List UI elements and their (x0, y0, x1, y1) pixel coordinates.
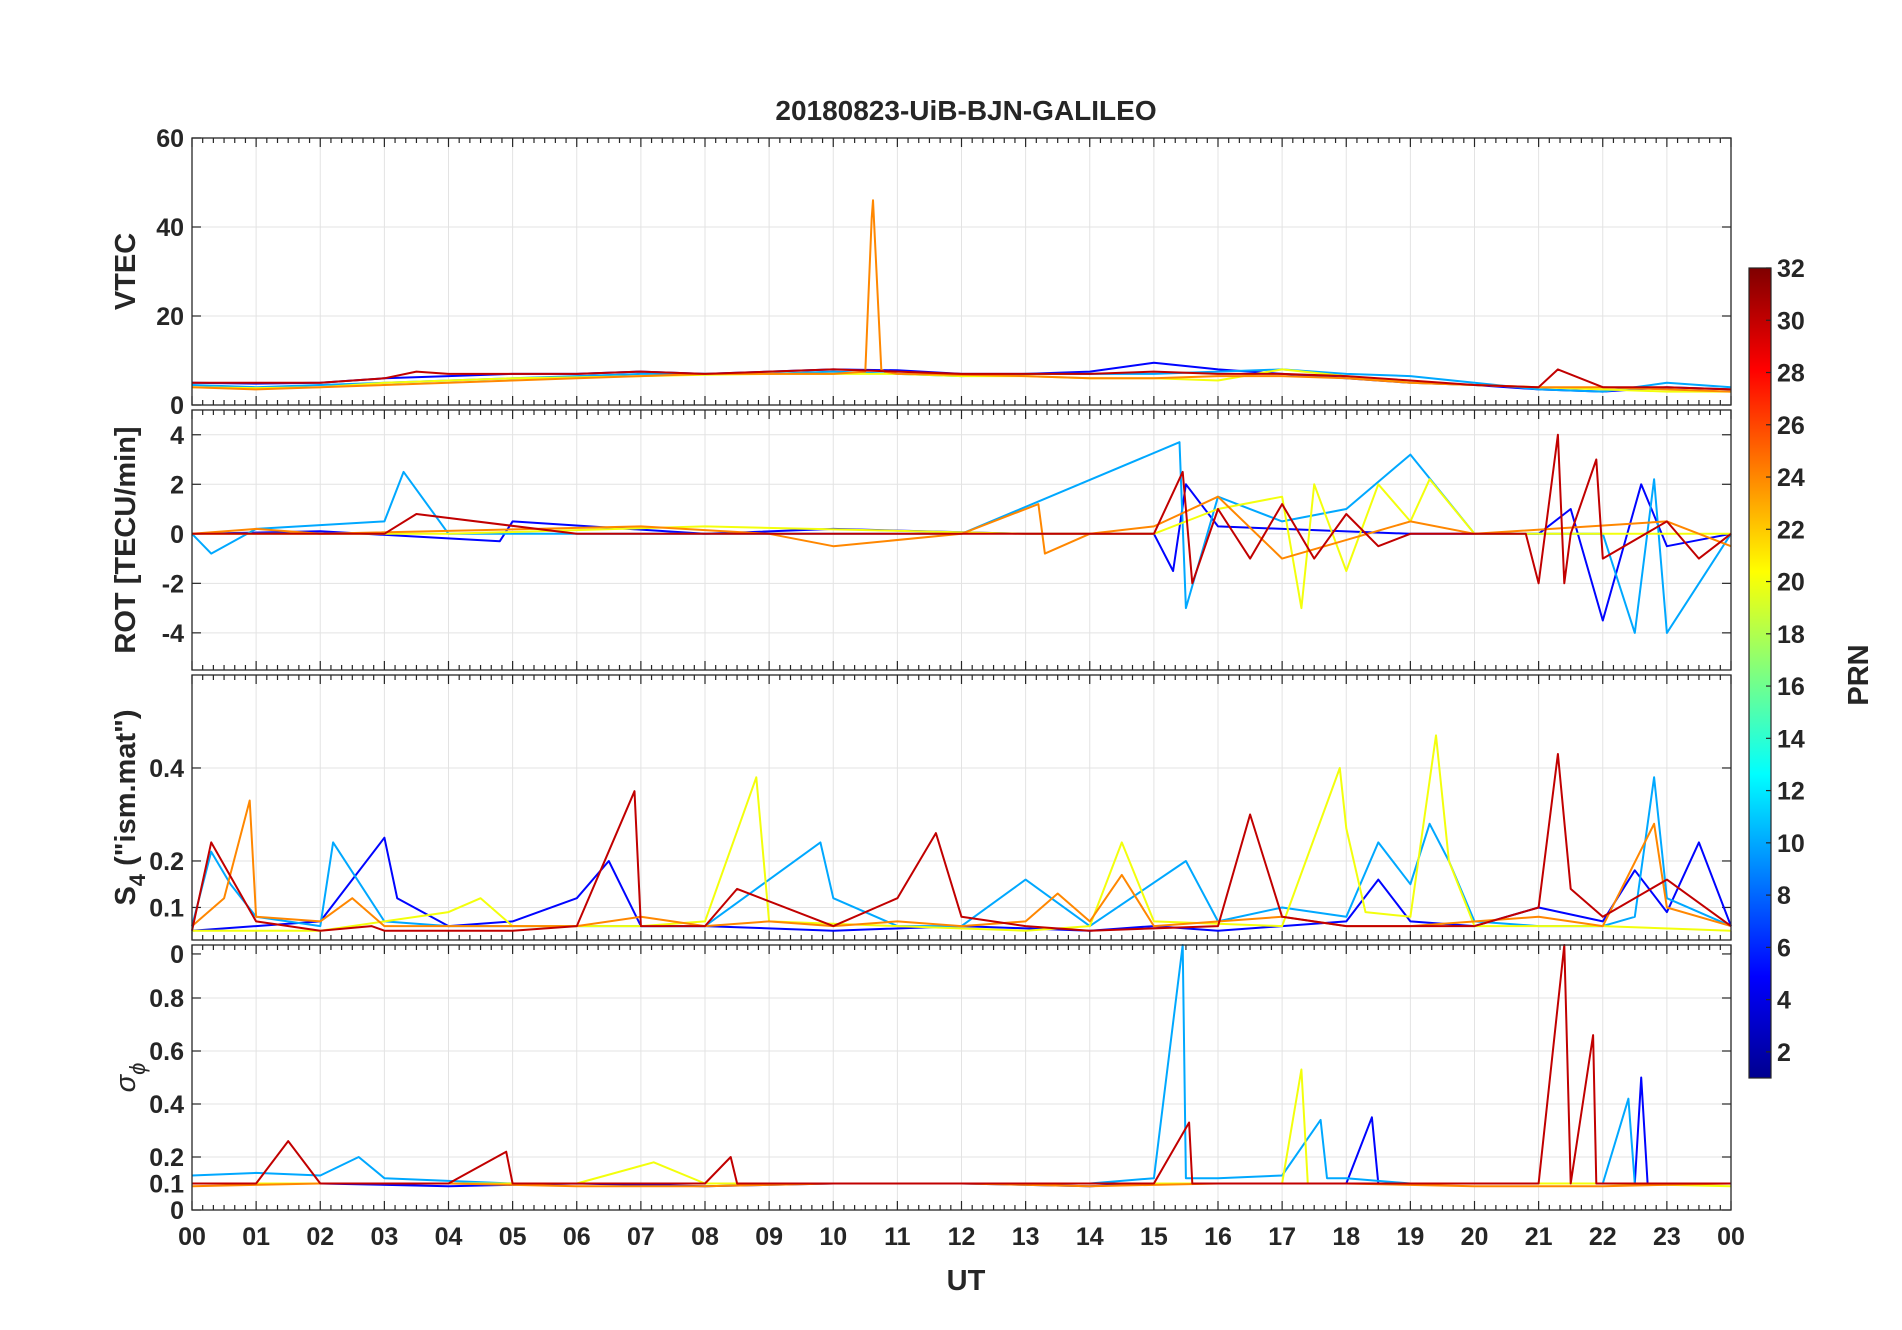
x-tick-label: 07 (627, 1223, 655, 1251)
x-tick-label: 09 (755, 1223, 783, 1251)
prn-series-line (191, 753, 1732, 932)
panel-frame (191, 409, 1732, 671)
y-tick-label: 40 (156, 214, 184, 242)
x-tick-label: 21 (1525, 1223, 1553, 1251)
colorbar-tick-label: 30 (1777, 307, 1805, 335)
x-tick-label: 15 (1140, 1223, 1168, 1251)
colorbar-tick-label: 22 (1777, 516, 1805, 544)
colorbar-tick-label: 20 (1777, 569, 1805, 597)
y-tick-label: 2 (170, 471, 184, 499)
x-tick-label: 01 (242, 1223, 270, 1251)
x-tick-label: 00 (1717, 1223, 1745, 1251)
s4-axis-label: S4 ("ism.mat") (110, 709, 150, 905)
y-tick-label: 60 (156, 125, 184, 153)
s4-panel: 0 0.1 0.2 0.4S4 ("ism.mat") (110, 674, 1732, 969)
x-tick-label: 18 (1332, 1223, 1360, 1251)
colorbar-tick-label: 32 (1777, 255, 1805, 283)
colorbar-label: PRN (1843, 644, 1875, 705)
colorbar-tick-label: 4 (1777, 987, 1791, 1015)
colorbar-tick-label: 10 (1777, 830, 1805, 858)
x-tick-label: 20 (1461, 1223, 1489, 1251)
prn-series-line (192, 433, 1732, 585)
y-tick-label: 0.1 (149, 1171, 184, 1199)
x-tick-label: 16 (1204, 1223, 1232, 1251)
x-tick-label: 08 (691, 1223, 719, 1251)
colorbar-tick-label: 26 (1777, 412, 1805, 440)
vtec-axis-label: VTEC (110, 233, 142, 310)
y-tick-label: 0.6 (149, 1038, 184, 1066)
x-tick-label: 14 (1076, 1223, 1104, 1251)
x-tick-label: 13 (1012, 1223, 1040, 1251)
y-tick-label: 0 (170, 392, 184, 420)
x-tick-label: 03 (370, 1223, 398, 1251)
prn-series-line (191, 799, 1732, 928)
prn-series-line (192, 734, 1732, 932)
sigma_phi-axis-label: σϕ (110, 1063, 150, 1093)
colorbar-frame (1748, 267, 1772, 1079)
panel-frame (191, 674, 1732, 941)
y-tick-label: 0.4 (149, 1091, 184, 1119)
colorbar-tick-label: 6 (1777, 934, 1791, 962)
y-tick-label: 0 (170, 1197, 184, 1225)
rot-panel: -4 -2 0 2 4 ROT [TECU/min] (110, 409, 1732, 671)
colorbar-tick-label: 18 (1777, 621, 1805, 649)
y-tick-label: 0.4 (149, 755, 184, 783)
panel-frame (191, 137, 1732, 406)
x-tick-label: 04 (435, 1223, 463, 1251)
x-tick-label: 22 (1589, 1223, 1617, 1251)
x-tick-label: 00 (178, 1223, 206, 1251)
x-tick-label: 02 (306, 1223, 334, 1251)
colorbar-tick-label: 12 (1777, 778, 1805, 806)
colorbar-tick-label: 24 (1777, 464, 1805, 492)
y-tick-label: 0.8 (149, 985, 184, 1013)
x-axis: 00 01 02 03 04 05 06 07 08 09 10 11 12 13 14 15 16 17 18 19… (178, 1223, 1745, 1251)
colorbar-tick-label: 16 (1777, 673, 1805, 701)
chart-title: 20180823-UiB-BJN-GALILEO (775, 95, 1156, 126)
x-tick-label: 11 (884, 1223, 911, 1251)
y-tick-label: 0.2 (149, 848, 184, 876)
x-tick-label: 05 (499, 1223, 527, 1251)
y-tick-label: 0.1 (149, 894, 184, 922)
y-tick-label: -2 (162, 570, 184, 598)
sigma-phi-panel: 00.10.20.40.60.8σϕ (110, 944, 1732, 1225)
x-axis-label: UT (947, 1265, 986, 1297)
x-tick-label: 17 (1268, 1223, 1296, 1251)
y-tick-label: 0.2 (149, 1144, 184, 1172)
x-tick-label: 12 (948, 1223, 976, 1251)
rot-axis-label: ROT [TECU/min] (110, 426, 142, 653)
x-tick-label: 06 (563, 1223, 591, 1251)
prn-series-line (192, 944, 1731, 1185)
y-tick-label: 4 (170, 422, 184, 450)
prn-series-line (192, 368, 1732, 391)
y-tick-label: 0 (170, 521, 184, 549)
x-tick-label: 23 (1653, 1223, 1681, 1251)
colorbar-tick-label: 8 (1777, 882, 1791, 910)
colorbar-gradient (1749, 268, 1771, 1078)
colorbar-tick-label: 2 (1777, 1039, 1791, 1067)
y-tick-label: -4 (162, 620, 184, 648)
x-tick-label: 19 (1396, 1223, 1424, 1251)
colorbar-tick-label: 28 (1777, 360, 1805, 388)
x-tick-label: 10 (819, 1223, 847, 1251)
panel-frame (191, 944, 1732, 1211)
y-tick-label: 0 (170, 941, 184, 969)
prn-series-line (192, 478, 1731, 610)
vtec-panel: 0 20 40 60 VTEC (110, 125, 1732, 420)
colorbar-tick-label: 14 (1777, 725, 1805, 753)
y-tick-label: 20 (156, 303, 184, 331)
